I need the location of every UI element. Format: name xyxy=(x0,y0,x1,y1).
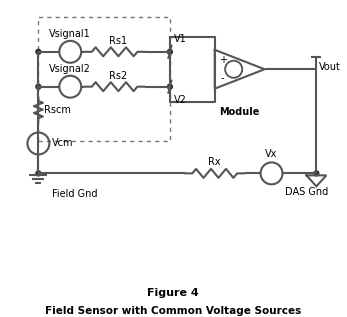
Text: Rs1: Rs1 xyxy=(109,36,127,46)
Text: Vsignal1: Vsignal1 xyxy=(49,29,91,39)
Text: V2: V2 xyxy=(174,95,187,105)
Text: Vsignal2: Vsignal2 xyxy=(49,64,91,74)
Text: V1: V1 xyxy=(174,34,187,44)
Text: +: + xyxy=(219,55,227,65)
Circle shape xyxy=(36,49,41,54)
Text: Rscm: Rscm xyxy=(44,105,71,115)
Text: Rx: Rx xyxy=(209,158,221,167)
Circle shape xyxy=(167,84,172,89)
Text: Vcm: Vcm xyxy=(52,139,74,148)
Text: Figure 4: Figure 4 xyxy=(147,288,199,298)
Text: Vout: Vout xyxy=(319,62,341,72)
Text: Field Sensor with Common Voltage Sources: Field Sensor with Common Voltage Sources xyxy=(45,306,301,316)
Circle shape xyxy=(314,171,319,176)
Text: DAS Gnd: DAS Gnd xyxy=(285,187,328,197)
Text: -: - xyxy=(221,73,225,83)
Text: Vx: Vx xyxy=(265,149,278,159)
Text: Field Gnd: Field Gnd xyxy=(52,189,98,199)
Circle shape xyxy=(167,49,172,54)
Text: Module: Module xyxy=(219,107,260,117)
Circle shape xyxy=(36,171,41,176)
Circle shape xyxy=(36,84,41,89)
Text: Rs2: Rs2 xyxy=(109,71,127,81)
